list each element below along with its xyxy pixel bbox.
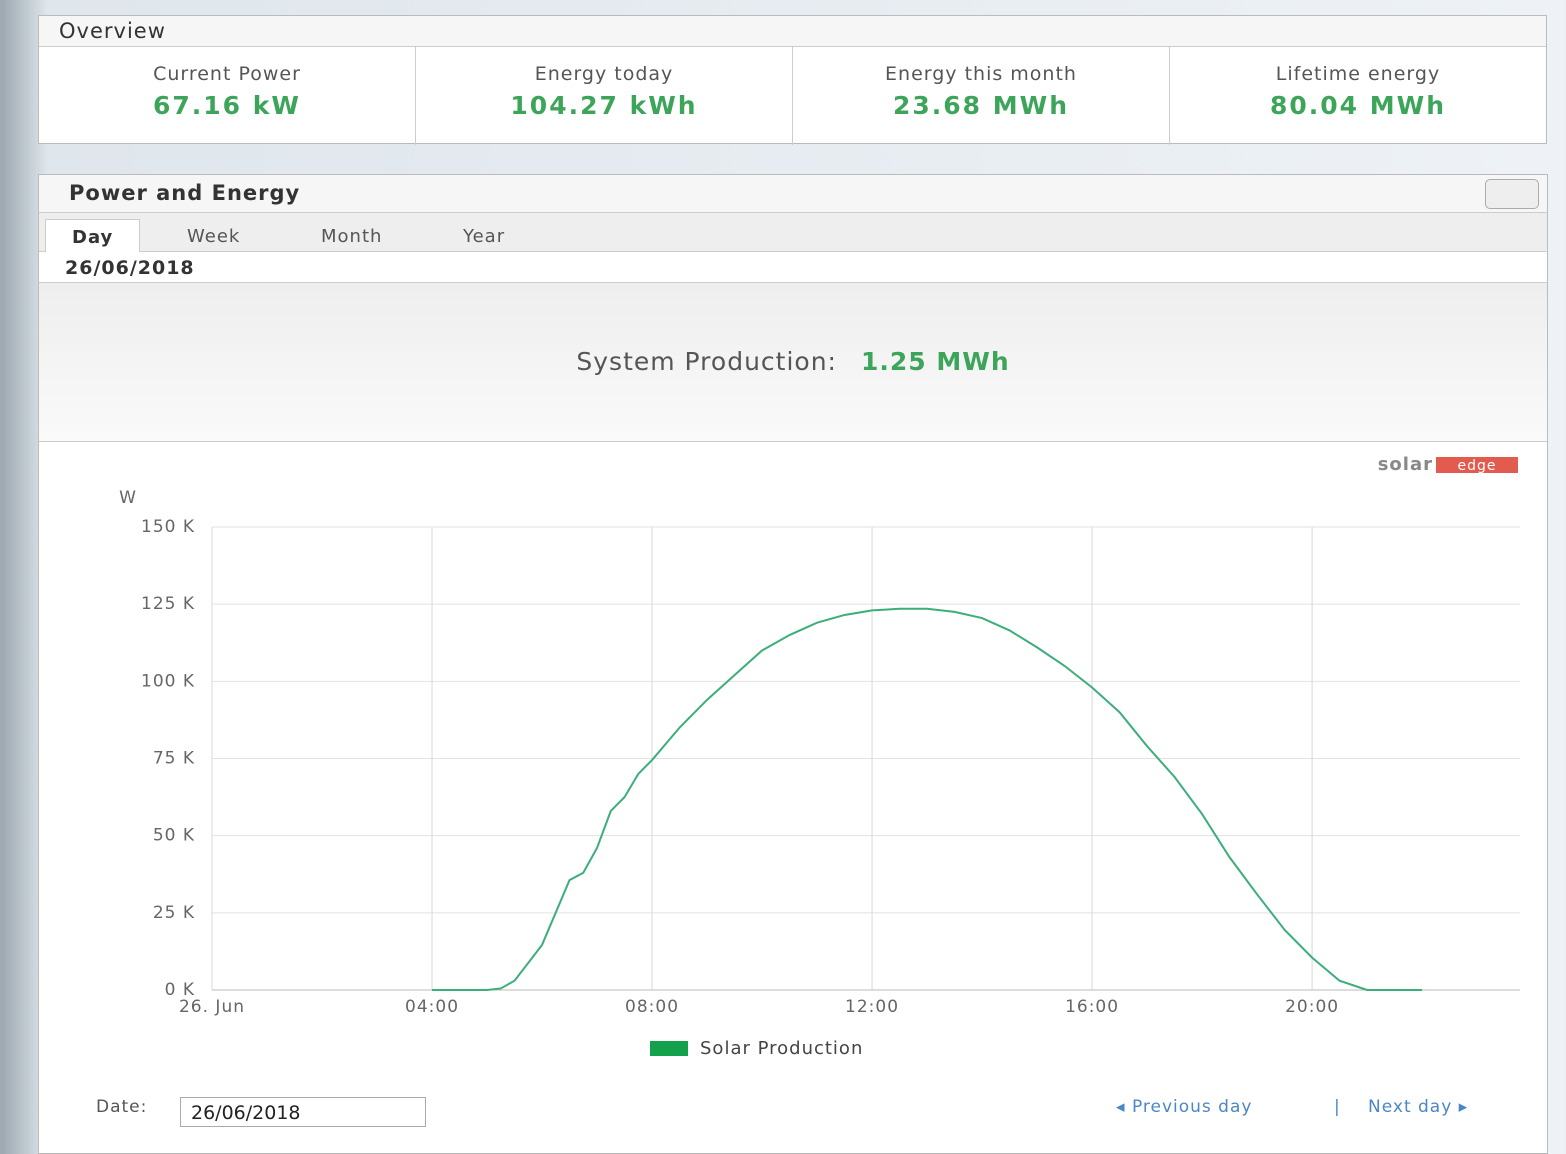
date-input[interactable]: 26/06/2018 <box>180 1097 426 1127</box>
x-tick-label: 20:00 <box>1285 997 1339 1017</box>
y-tick-label: 150 K <box>141 517 195 537</box>
chart: solar edge W 0 K25 K50 K75 K100 K125 K15… <box>0 0 1566 1134</box>
legend-swatch <box>650 1041 688 1056</box>
y-tick-label: 25 K <box>153 903 195 923</box>
y-tick-label: 75 K <box>153 749 195 769</box>
brand-edge: edge <box>1458 458 1497 474</box>
previous-day-text[interactable]: Previous day <box>1132 1097 1253 1117</box>
x-tick-label: 26. Jun <box>179 997 245 1017</box>
previous-day[interactable]: ◂ Previous day <box>1116 1097 1252 1117</box>
x-tick-label: 12:00 <box>845 997 899 1017</box>
y-tick-label: 50 K <box>153 826 195 846</box>
x-tick-label: 16:00 <box>1065 997 1119 1017</box>
brand-solar: solar <box>1378 454 1433 475</box>
page: Overview Current Power67.16 kW Energy to… <box>0 0 1566 1134</box>
y-axis-label: W <box>119 488 137 508</box>
legend-label: Solar Production <box>700 1038 863 1059</box>
x-tick-label: 08:00 <box>625 997 679 1017</box>
separator: | <box>1334 1097 1341 1117</box>
next-day-text[interactable]: Next day <box>1368 1097 1452 1117</box>
next-day[interactable]: Next day ▸ <box>1368 1097 1468 1117</box>
date-label: Date: <box>96 1097 147 1117</box>
x-tick-label: 04:00 <box>405 997 459 1017</box>
line-series <box>432 609 1422 990</box>
y-tick-label: 100 K <box>141 671 195 691</box>
y-tick-label: 125 K <box>141 594 195 614</box>
